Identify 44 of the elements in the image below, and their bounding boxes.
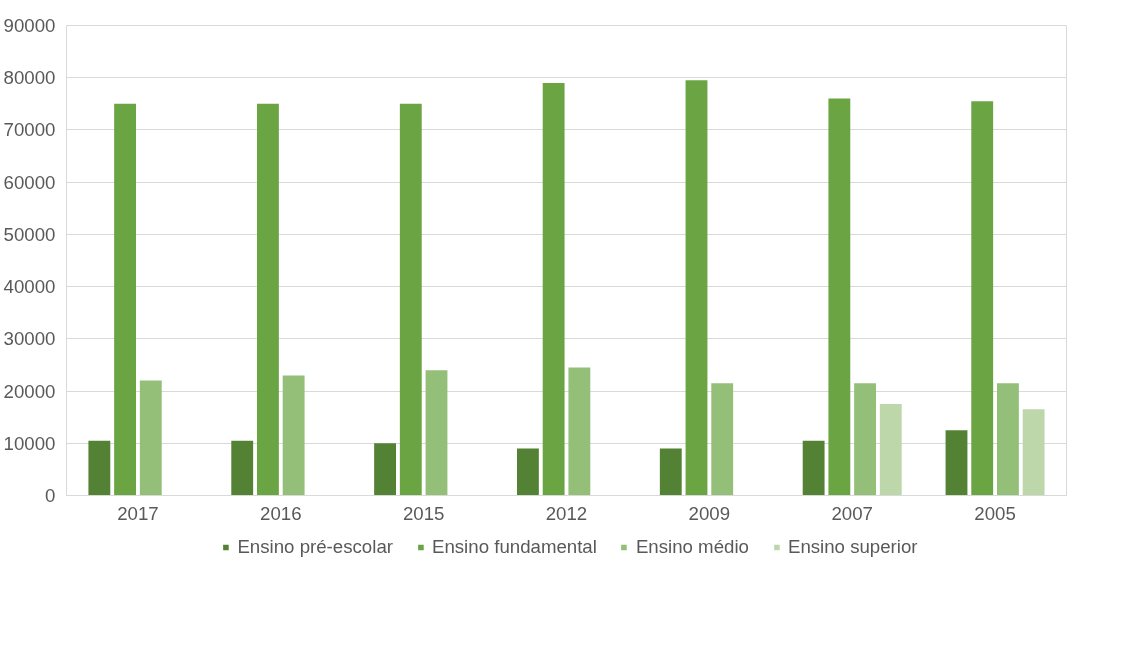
bar	[231, 440, 254, 496]
bar	[542, 82, 565, 496]
y-tick-label: 0	[45, 485, 56, 506]
bar	[879, 404, 902, 496]
bar	[828, 98, 851, 496]
bar	[854, 383, 876, 496]
x-tick-label: 2009	[688, 502, 731, 524]
y-tick-label: 10000	[3, 432, 56, 454]
x-tick-label: 2005	[974, 502, 1016, 524]
y-tick-label: 30000	[3, 328, 56, 350]
bar	[971, 101, 994, 496]
bar	[517, 448, 539, 496]
bar	[282, 375, 305, 496]
bar	[659, 448, 682, 496]
bar	[945, 430, 968, 496]
y-tick-label: 60000	[3, 171, 56, 193]
bar	[425, 370, 448, 496]
bar	[685, 80, 708, 496]
y-tick-label: 50000	[3, 223, 56, 245]
bar	[997, 383, 1019, 496]
bar	[114, 103, 136, 496]
bar	[399, 103, 422, 496]
x-tick-label: 2007	[831, 502, 873, 524]
legend-label: Ensino pré-escolar	[237, 536, 393, 558]
x-tick-label: 2017	[117, 502, 159, 524]
y-tick-label: 70000	[3, 119, 56, 141]
x-tick-label: 2015	[402, 502, 445, 524]
bar	[88, 440, 111, 496]
bar	[568, 367, 591, 496]
legend-label: Ensino fundamental	[431, 536, 597, 558]
x-tick-label: 2012	[545, 502, 588, 524]
bar	[1022, 409, 1045, 496]
bar	[139, 380, 162, 496]
bar	[802, 440, 825, 496]
y-tick-label: 80000	[3, 67, 56, 89]
legend-label: Ensino superior	[787, 536, 918, 558]
bar	[257, 103, 279, 496]
y-tick-label: 90000	[3, 15, 56, 36]
legend-label: Ensino médio	[635, 536, 749, 558]
y-tick-label: 40000	[3, 276, 56, 298]
x-tick-label: 2016	[260, 502, 302, 524]
y-tick-label: 20000	[3, 380, 56, 402]
bar	[711, 383, 734, 496]
bar	[374, 443, 396, 496]
